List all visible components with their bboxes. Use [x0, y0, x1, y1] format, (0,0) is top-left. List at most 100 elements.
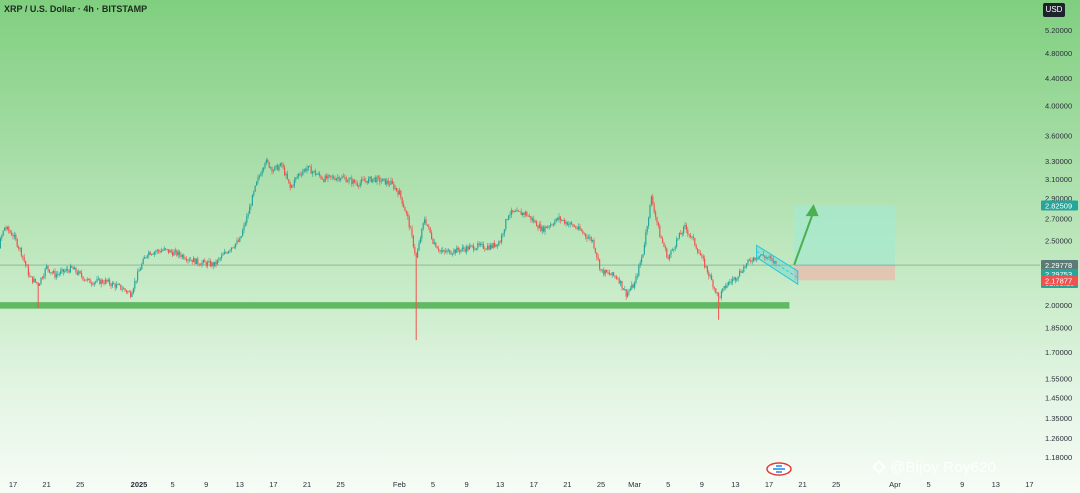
author-watermark: @Bijoy Roy620 — [872, 459, 996, 476]
candle-body — [272, 170, 274, 172]
candle-body — [355, 182, 357, 184]
candle-body — [555, 218, 557, 222]
candle — [295, 177, 297, 183]
price-tick-label: 2.70000 — [1045, 215, 1072, 224]
candle-body — [205, 262, 207, 266]
candle-body — [523, 212, 525, 215]
candle-body — [158, 250, 160, 252]
candle — [517, 209, 519, 212]
candle — [195, 258, 197, 265]
candle — [426, 224, 428, 227]
candle-body — [583, 233, 585, 234]
candle — [510, 207, 512, 218]
candle-body — [611, 272, 613, 276]
time-tick-label: 9 — [960, 480, 964, 489]
candle-body — [669, 254, 671, 259]
candle — [670, 248, 672, 258]
candle-body — [370, 176, 372, 183]
candle — [34, 278, 36, 283]
candle-body — [362, 179, 364, 181]
candle — [197, 256, 199, 267]
candle — [310, 163, 312, 174]
candle — [491, 242, 493, 250]
currency-button[interactable]: USD — [1043, 3, 1065, 17]
candle-body — [439, 250, 441, 252]
time-tick-label: 25 — [76, 480, 84, 489]
candle — [412, 234, 414, 249]
candle — [190, 256, 192, 261]
candle-body — [541, 226, 543, 232]
candle — [15, 232, 17, 242]
candle — [772, 256, 774, 266]
candle — [739, 268, 741, 278]
candle — [512, 210, 514, 214]
candle — [660, 235, 662, 239]
candle-body — [82, 276, 84, 280]
candle — [298, 173, 300, 180]
candle — [471, 244, 473, 249]
candle — [81, 269, 83, 279]
candle-body — [229, 250, 231, 252]
candle-body — [50, 272, 52, 274]
candle — [344, 174, 346, 180]
candle — [468, 242, 470, 250]
candle — [100, 278, 102, 288]
candle — [205, 261, 207, 268]
candle-body — [573, 226, 575, 228]
candle-body — [305, 169, 307, 171]
candle-body — [565, 222, 567, 224]
candle — [71, 265, 73, 269]
price-tick-label: 4.80000 — [1045, 49, 1072, 58]
time-tick-label: 13 — [496, 480, 504, 489]
candle — [404, 206, 406, 212]
candle-body — [464, 249, 466, 252]
price-badge-bg — [1041, 200, 1078, 211]
candle-body — [702, 255, 704, 259]
candle — [208, 257, 210, 263]
candle-body — [697, 248, 699, 253]
candle — [75, 267, 77, 275]
candle-body — [520, 211, 522, 216]
candle-body — [701, 255, 703, 257]
candle-body — [236, 240, 238, 244]
candle-body — [587, 237, 589, 239]
candle — [450, 250, 452, 255]
candle-body — [323, 179, 325, 182]
candle-body — [172, 252, 174, 256]
candle-body — [568, 224, 570, 226]
candle — [397, 188, 399, 198]
candle — [649, 204, 651, 219]
candle-body — [128, 291, 130, 293]
candle — [562, 219, 564, 222]
time-tick-label: Mar — [628, 480, 641, 489]
candle — [485, 247, 487, 250]
candle-body — [709, 275, 711, 277]
candle — [611, 272, 613, 278]
candle-body — [235, 243, 237, 248]
candle — [27, 264, 29, 278]
descending-channel — [756, 244, 799, 286]
candle — [475, 247, 477, 251]
candle-body — [160, 250, 162, 253]
candle — [191, 259, 193, 265]
price-badge-text: 2.82509 — [1045, 202, 1072, 211]
candle — [305, 167, 307, 173]
candle-body — [330, 175, 332, 177]
candle — [573, 224, 575, 228]
candle — [628, 288, 630, 296]
candle-body — [34, 278, 36, 282]
candle — [109, 277, 111, 287]
candle — [267, 158, 269, 164]
candle-body — [557, 218, 559, 220]
candle — [225, 250, 227, 255]
candle — [384, 178, 386, 186]
candle-body — [152, 254, 154, 255]
candle — [218, 256, 220, 263]
candle — [460, 249, 462, 254]
candle — [186, 255, 188, 263]
candle-body — [650, 196, 652, 205]
candle-body — [1, 235, 3, 239]
candle-body — [383, 178, 385, 180]
candle-body — [328, 175, 330, 177]
